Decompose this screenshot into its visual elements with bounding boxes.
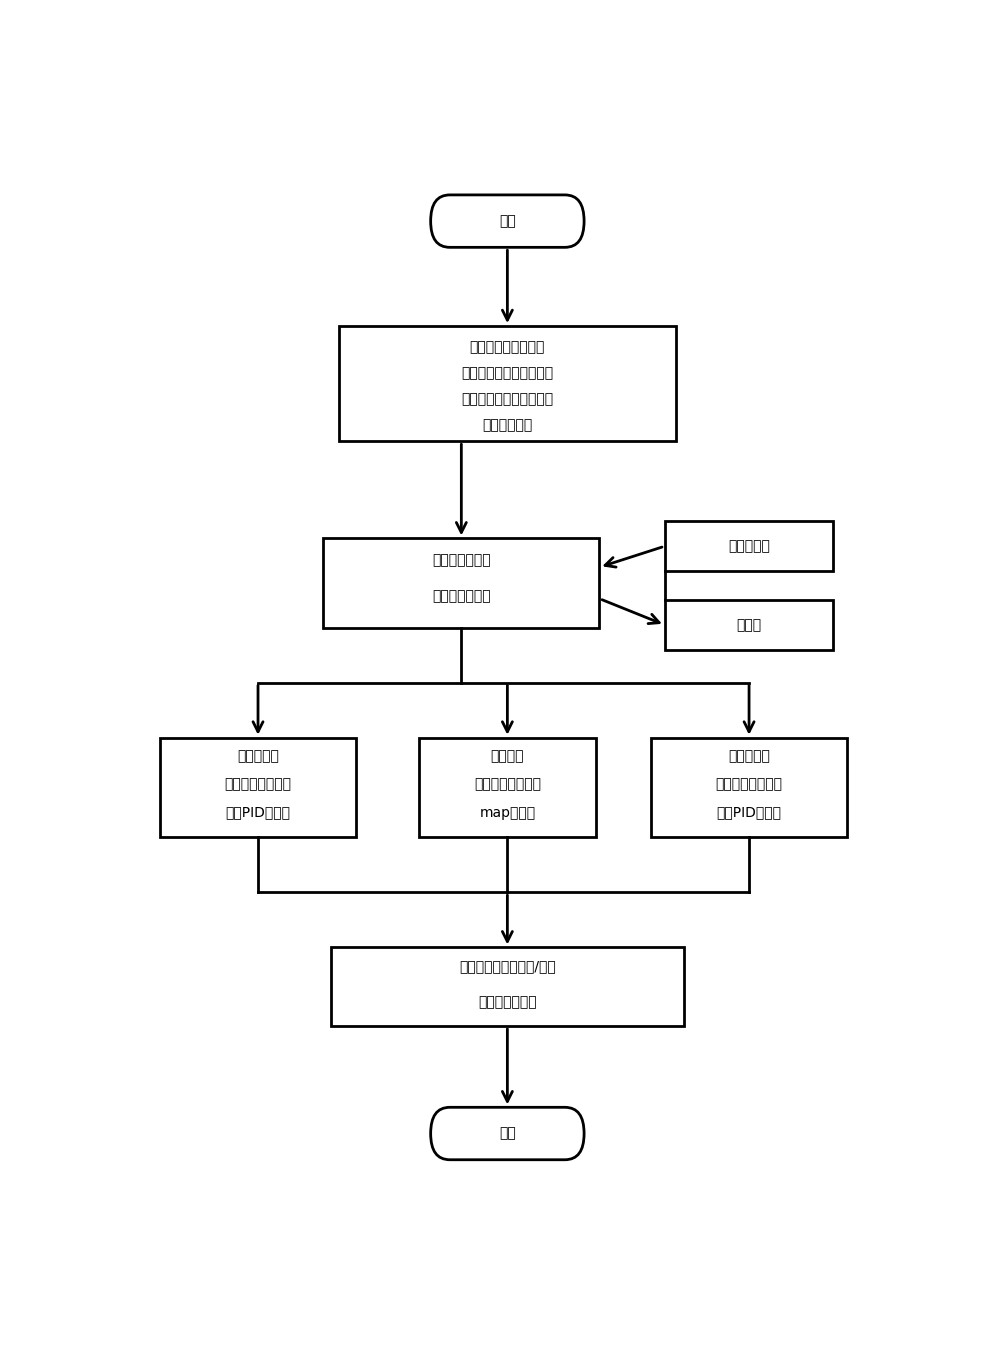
Text: 缓速器电机驱动输出/各路: 缓速器电机驱动输出/各路 [459,959,555,972]
Text: 扭矩PID控制）: 扭矩PID控制） [717,805,781,820]
Text: 结束: 结束 [499,1126,516,1140]
Text: 具工作模式选择: 具工作模式选择 [432,590,491,603]
Text: 各模拟和数字量采集: 各模拟和数字量采集 [469,340,545,354]
Text: 电磁阀驱动输出: 电磁阀驱动输出 [478,996,537,1009]
FancyBboxPatch shape [431,195,584,248]
Text: 路谱模式: 路谱模式 [491,749,524,763]
Bar [323,538,599,628]
Text: map控制）: map控制） [479,805,536,820]
Text: 恒转速模式: 恒转速模式 [237,749,279,763]
Text: 数据通讯及农机: 数据通讯及农机 [432,553,491,567]
Text: （基于动力输出轴: （基于动力输出轴 [225,778,291,791]
Bar [419,738,596,838]
Bar [651,738,846,838]
Text: 恒扭矩模式: 恒扭矩模式 [728,749,770,763]
Text: （基于动力输出轴: （基于动力输出轴 [716,778,782,791]
FancyBboxPatch shape [431,1107,584,1160]
Text: 开始: 开始 [499,214,516,227]
Bar [160,738,355,838]
Bar [339,326,676,441]
Text: （基于路谱采集的: （基于路谱采集的 [474,778,541,791]
Text: 转速PID控制）: 转速PID控制） [226,805,290,820]
Text: 显示屏: 显示屏 [737,618,761,632]
Text: 模式开关等）: 模式开关等） [482,418,533,433]
Bar [664,522,834,572]
Text: 输出轴转速和扭矩、工作: 输出轴转速和扭矩、工作 [461,392,553,406]
Bar [664,599,834,650]
Text: （如：缓速器温度、动力: （如：缓速器温度、动力 [461,366,553,380]
Text: 上位机软件: 上位机软件 [728,539,770,553]
Bar [331,948,684,1026]
